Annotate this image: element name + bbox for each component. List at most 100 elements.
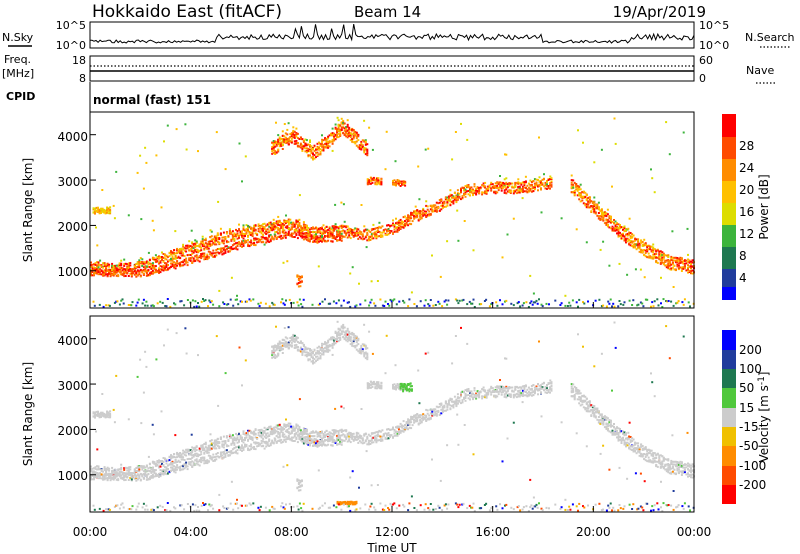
- power-cb-swatch: [722, 203, 736, 225]
- power-cell: [299, 230, 302, 233]
- velocity-cell: [191, 454, 194, 457]
- power-cell: [560, 302, 563, 305]
- power-cell: [293, 223, 296, 226]
- power-cell: [358, 231, 361, 234]
- velocity-cell: [284, 430, 287, 433]
- power-cell: [371, 181, 374, 184]
- power-cell: [316, 229, 319, 232]
- power-cell: [529, 274, 532, 277]
- velocity-cell: [308, 435, 311, 438]
- velocity-cell: [118, 468, 121, 471]
- power-cell: [672, 286, 675, 288]
- power-cell: [402, 224, 405, 226]
- velocity-cell: [151, 461, 154, 464]
- velocity-cell: [375, 438, 378, 441]
- velocity-cell: [159, 465, 162, 468]
- power-cell: [456, 193, 459, 196]
- power-cell: [634, 239, 637, 242]
- power-cell: [452, 195, 455, 198]
- power-cell: [476, 190, 479, 193]
- velocity-cell: [295, 425, 298, 428]
- velocity-cell: [260, 428, 263, 431]
- power-cell: [232, 304, 235, 307]
- power-cell: [197, 256, 200, 259]
- velocity-cell: [283, 425, 286, 428]
- power-cell: [191, 256, 194, 259]
- power-cell: [292, 224, 295, 227]
- power-cell: [366, 143, 369, 146]
- power-cell: [517, 189, 520, 192]
- velocity-cell: [138, 465, 141, 467]
- power-cell: [369, 179, 372, 182]
- power-cell: [635, 248, 638, 251]
- power-cell: [593, 203, 596, 206]
- power-cell: [298, 228, 301, 231]
- power-cell: [313, 227, 316, 230]
- power-cell: [378, 225, 381, 228]
- power-cell: [212, 303, 215, 306]
- power-cell: [236, 232, 239, 235]
- velocity-cell: [386, 433, 388, 436]
- power-cell: [398, 219, 400, 222]
- power-cell: [330, 228, 333, 231]
- power-cell: [257, 241, 260, 243]
- power-cell: [274, 235, 277, 237]
- power-cell: [560, 217, 563, 220]
- velocity-cell: [207, 445, 210, 448]
- power-cell: [355, 137, 358, 140]
- power-cell: [649, 246, 652, 249]
- power-cell: [690, 272, 692, 275]
- power-cell: [506, 233, 509, 236]
- power-cell: [537, 184, 539, 187]
- power-cell: [235, 246, 237, 249]
- power-cell: [136, 261, 139, 264]
- power-cell: [496, 186, 499, 189]
- power-cell: [588, 196, 591, 199]
- velocity-cell: [287, 431, 290, 434]
- velocity-cell: [363, 441, 366, 444]
- power-cell: [124, 269, 127, 272]
- power-cell: [160, 206, 163, 209]
- power-cell: [616, 228, 618, 231]
- power-cell: [206, 247, 209, 250]
- power-cell: [522, 302, 525, 305]
- velocity-cell: [114, 471, 117, 474]
- power-cb-swatch: [722, 225, 736, 247]
- power-cell: [235, 228, 237, 231]
- power-cell: [164, 257, 166, 260]
- velocity-cell: [328, 431, 331, 434]
- power-cell: [346, 236, 349, 239]
- velocity-cell: [91, 467, 94, 470]
- power-cell: [390, 230, 393, 233]
- power-cell: [194, 239, 197, 242]
- power-cell: [603, 214, 606, 217]
- power-cell: [361, 233, 364, 236]
- velocity-cell: [334, 431, 337, 434]
- power-cell: [488, 184, 491, 187]
- velocity-cell: [242, 438, 245, 441]
- power-cell: [404, 225, 407, 228]
- power-cell: [308, 240, 311, 243]
- power-cell: [647, 244, 650, 247]
- power-cell: [671, 266, 674, 269]
- velocity-cell: [179, 452, 182, 454]
- power-cell: [109, 212, 112, 215]
- power-cell: [375, 234, 378, 237]
- power-cell: [364, 140, 367, 143]
- power-cell: [596, 214, 599, 217]
- velocity-cell: [286, 423, 289, 426]
- power-cell: [325, 138, 328, 141]
- power-cell: [550, 184, 553, 187]
- power-cell: [100, 269, 103, 272]
- power-cell: [293, 225, 296, 228]
- power-cell: [585, 198, 588, 201]
- velocity-cell: [236, 434, 239, 437]
- power-cell: [676, 263, 679, 266]
- power-cell: [281, 139, 284, 142]
- power-cell: [186, 245, 189, 248]
- power-cell: [322, 224, 325, 227]
- power-cell: [245, 232, 248, 235]
- velocity-cell: [210, 442, 213, 445]
- power-cell: [532, 180, 535, 183]
- power-cell: [364, 153, 367, 156]
